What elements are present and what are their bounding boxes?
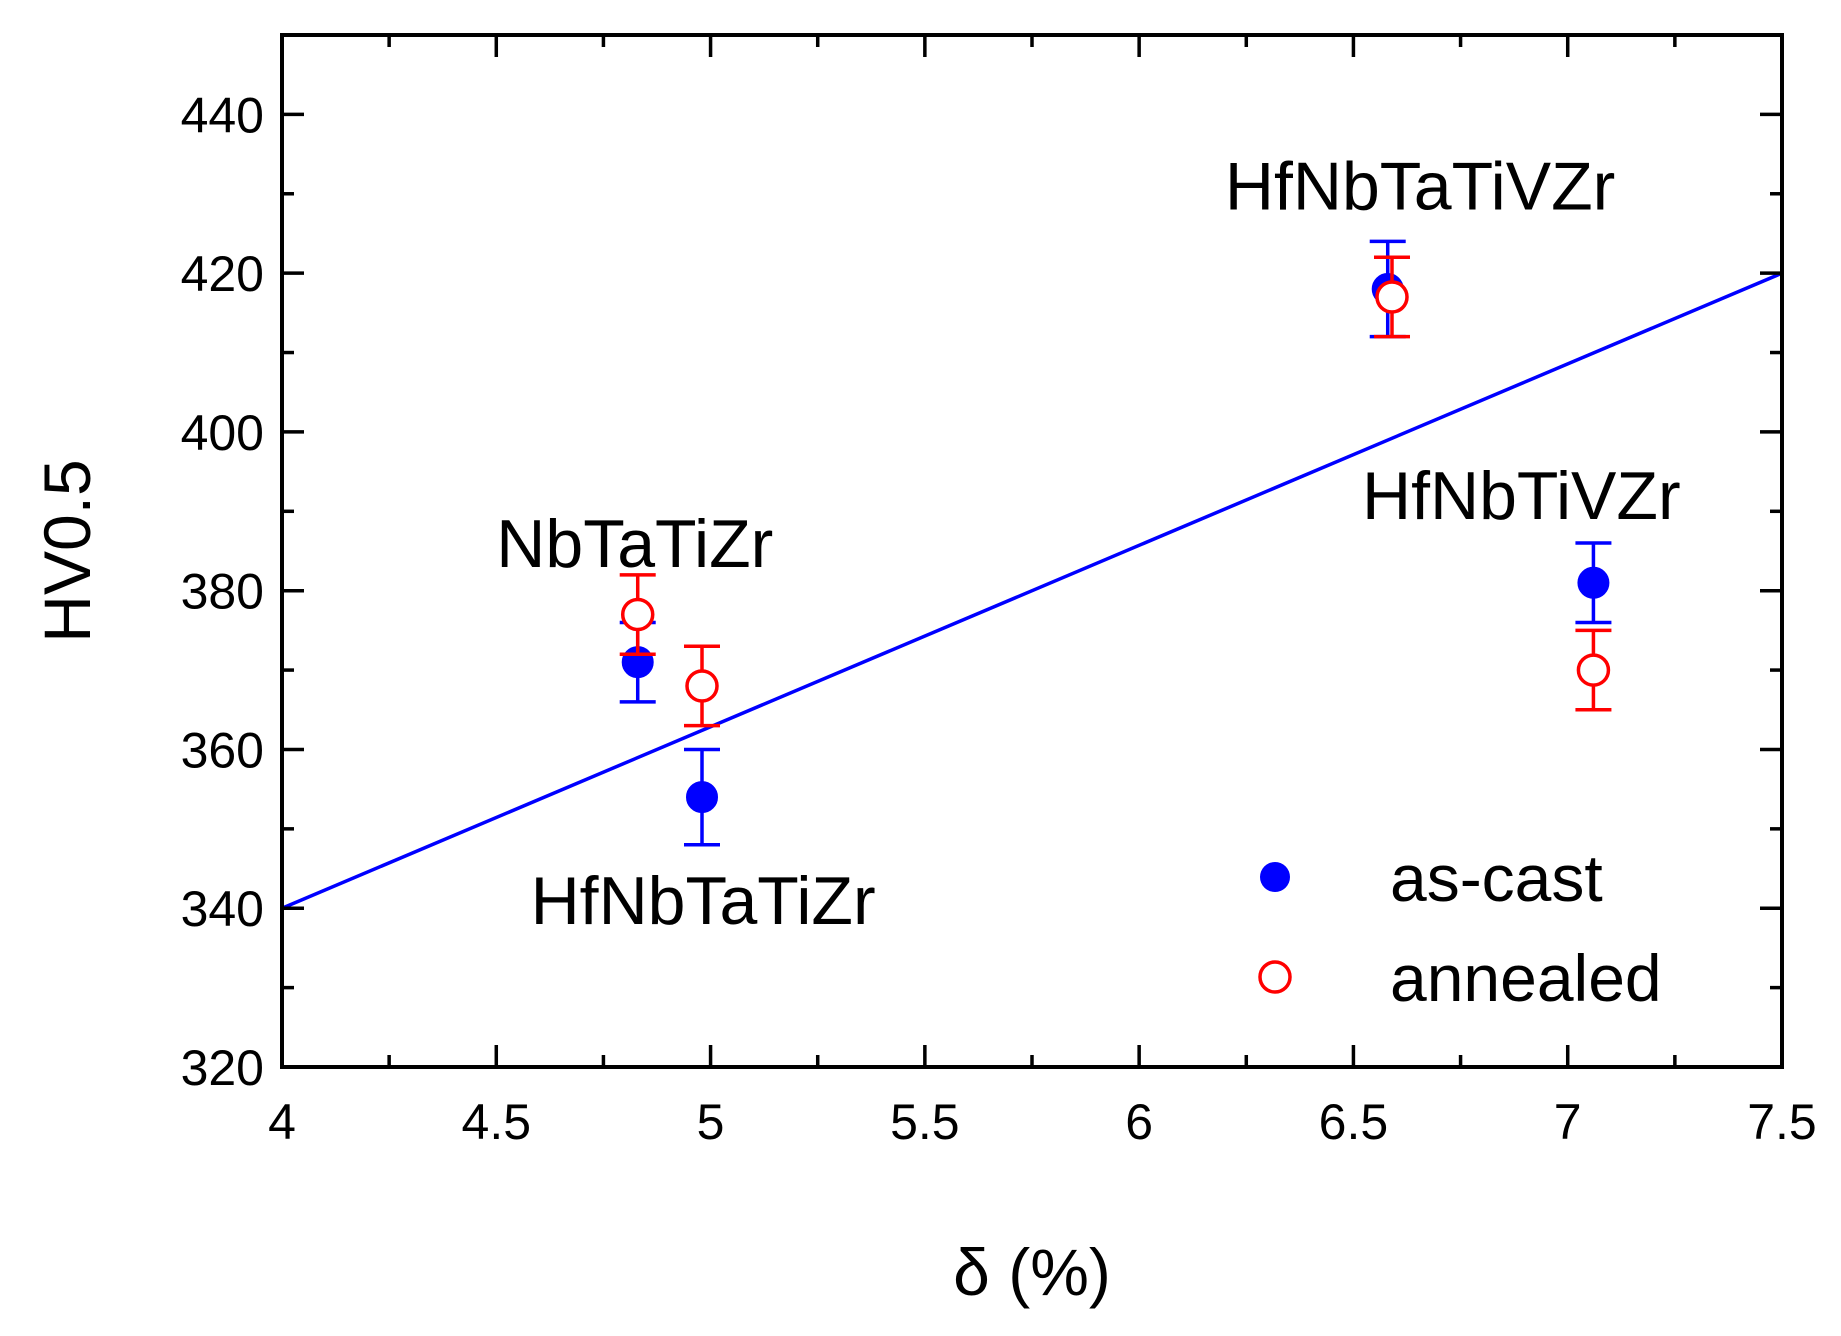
y-tick-label: 340 bbox=[181, 881, 264, 937]
legend-label: annealed bbox=[1390, 941, 1662, 1015]
data-points-group bbox=[619, 239, 1612, 847]
x-tick-label: 6 bbox=[1125, 1094, 1153, 1150]
data-point bbox=[1576, 653, 1611, 687]
data-point bbox=[1577, 566, 1610, 599]
x-tick-label: 5 bbox=[697, 1094, 725, 1150]
x-tick-label: 6.5 bbox=[1319, 1094, 1389, 1150]
compound-label: HfNbTaTiVZr bbox=[1225, 149, 1615, 225]
plot-frame-group bbox=[280, 33, 1784, 1069]
legend-marker bbox=[1258, 960, 1292, 994]
data-point bbox=[1375, 280, 1409, 314]
legend-group: as-cast annealed bbox=[1258, 841, 1662, 1015]
data-point bbox=[686, 781, 718, 814]
x-tick-label: 7.5 bbox=[1747, 1094, 1817, 1150]
fit-line bbox=[281, 271, 1783, 910]
y-tick-label: 360 bbox=[181, 722, 264, 778]
y-tick-label: 400 bbox=[181, 405, 264, 461]
x-tick-label: 4.5 bbox=[462, 1094, 532, 1150]
y-tick-label: 420 bbox=[181, 246, 264, 302]
annotations-group: NbTaTiZr HfNbTaTiZr HfNbTaTiVZr HfNbTiVZr bbox=[496, 149, 1680, 939]
y-tick-label: 320 bbox=[181, 1040, 264, 1096]
compound-label: HfNbTiVZr bbox=[1362, 458, 1681, 534]
y-tick-label: 440 bbox=[181, 87, 264, 143]
legend-marker bbox=[1260, 862, 1290, 892]
compound-label: NbTaTiZr bbox=[496, 506, 773, 582]
tick-labels-group: 4 4.5 5 5.5 6 6.5 7 7.5 320 340 360 380 400 420 440 bbox=[181, 87, 1817, 1150]
x-axis-title: δ (%) bbox=[953, 1235, 1111, 1309]
x-tick-label: 4 bbox=[268, 1094, 296, 1150]
x-tick-label: 7 bbox=[1554, 1094, 1582, 1150]
compound-label: HfNbTaTiZr bbox=[531, 863, 876, 939]
x-tick-label: 5.5 bbox=[890, 1094, 960, 1150]
y-tick-label: 380 bbox=[181, 564, 264, 620]
data-point bbox=[620, 597, 655, 632]
legend-label: as-cast bbox=[1390, 841, 1603, 915]
fit-line-group bbox=[281, 271, 1783, 910]
y-axis-title: HV0.5 bbox=[30, 459, 104, 642]
data-point bbox=[685, 669, 719, 703]
